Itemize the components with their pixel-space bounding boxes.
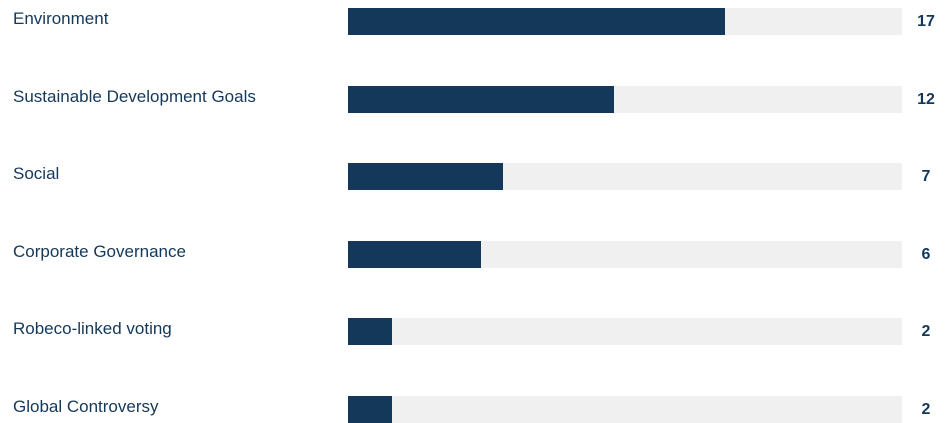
category-label: Global Controversy (13, 396, 159, 416)
category-label: Robeco-linked voting (13, 319, 172, 338)
data-label: 6 (921, 245, 931, 263)
data-label: 12 (917, 90, 935, 108)
bar (348, 163, 504, 190)
data-label: 7 (921, 168, 931, 185)
data-label: 2 (921, 400, 931, 418)
bar (348, 318, 393, 345)
bar-track (348, 395, 902, 423)
bar-track (348, 85, 902, 113)
category-label: Corporate Governance (13, 241, 186, 261)
category-label: Social (13, 164, 60, 183)
bar-track (348, 240, 902, 268)
data-label: 2 (921, 323, 931, 340)
bar (348, 85, 614, 113)
bar-track (348, 163, 902, 190)
bar (348, 240, 481, 268)
category-label: Sustainable Development Goals (13, 86, 256, 106)
bar (348, 395, 393, 423)
bar-track (348, 318, 902, 345)
bar-track (348, 8, 902, 35)
data-label: 17 (917, 13, 935, 30)
category-label: Environment (13, 9, 109, 28)
bar (348, 8, 725, 35)
